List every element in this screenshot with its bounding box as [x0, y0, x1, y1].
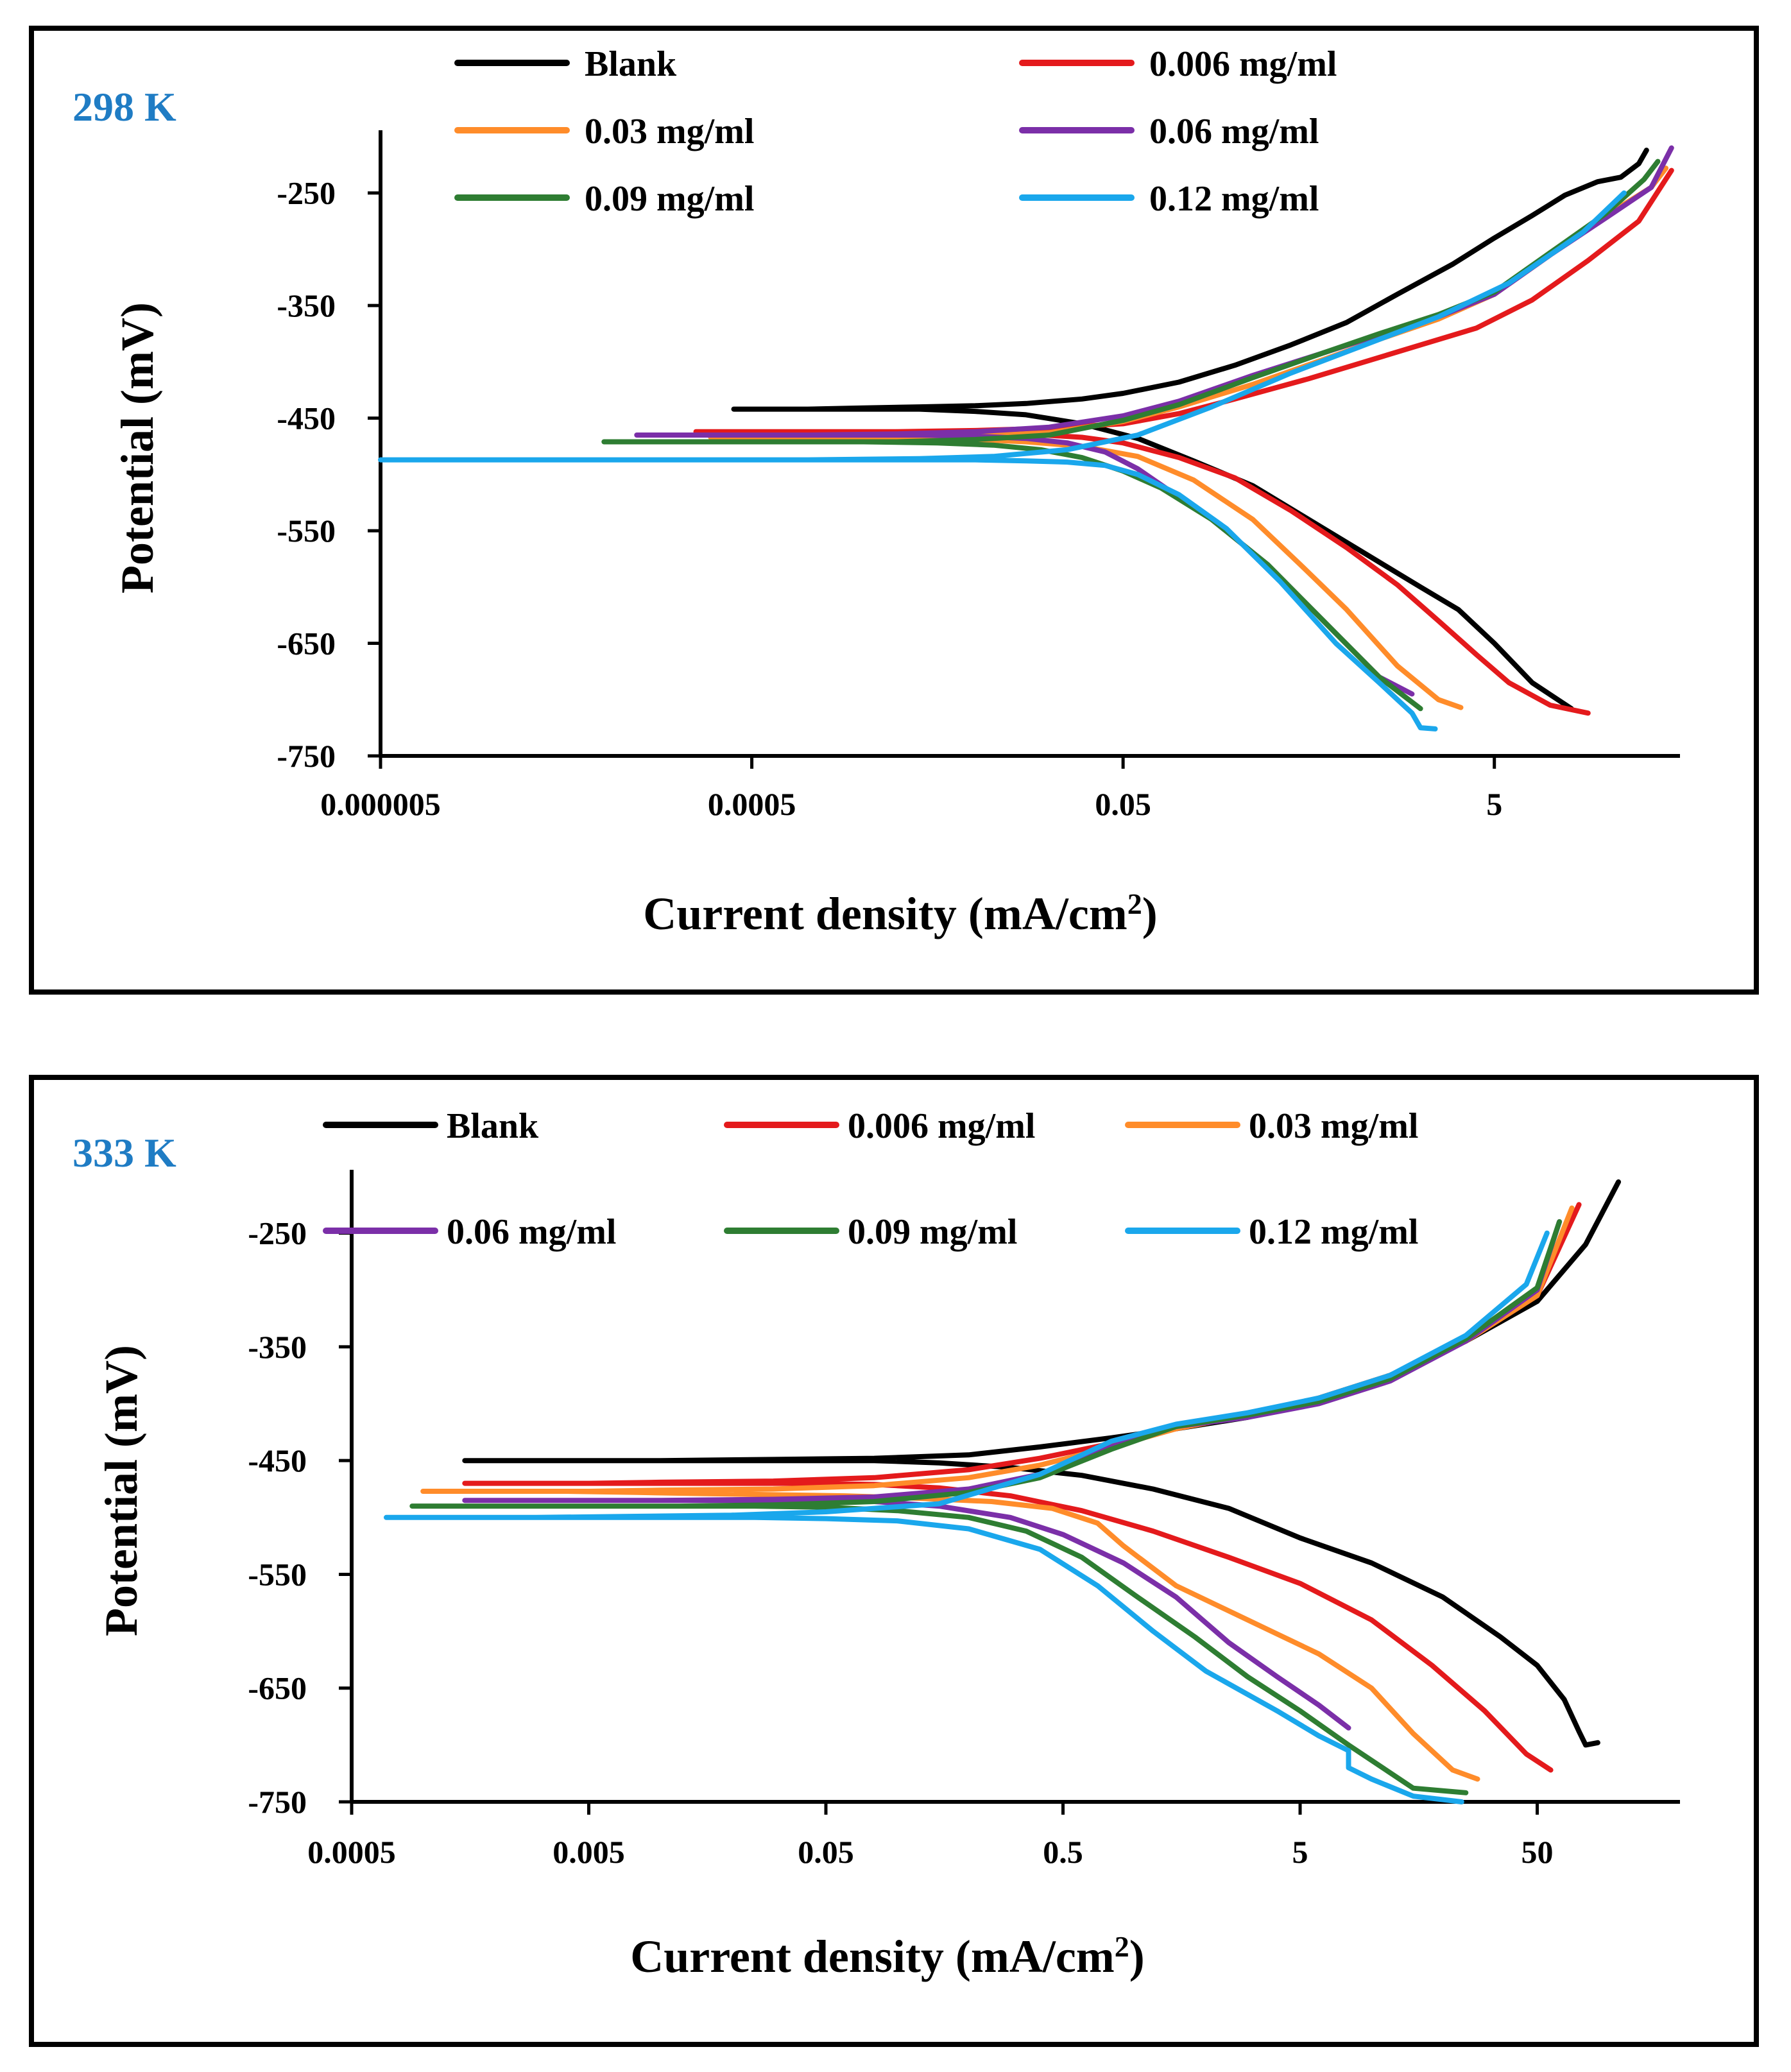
- x-tick-label: 50: [1521, 1834, 1554, 1870]
- y-tick-label: -650: [277, 626, 336, 662]
- series-line-0-03-mg-ml: [708, 166, 1669, 710]
- legend-label-0-06-mg-ml: 0.06 mg/ml: [447, 1212, 616, 1252]
- y-tick-label: -450: [248, 1443, 307, 1478]
- y-tick-label: -750: [248, 1784, 307, 1820]
- series-group: [378, 145, 1674, 732]
- x-tick-label: 5: [1486, 786, 1502, 822]
- y-tick-label: -350: [277, 287, 336, 323]
- legend-label-0-006-mg-ml: 0.006 mg/ml: [1149, 44, 1337, 84]
- y-tick-label: -650: [248, 1670, 307, 1706]
- legend-label-0-12-mg-ml: 0.12 mg/ml: [1249, 1212, 1418, 1252]
- x-tick-label: 0.000005: [320, 786, 441, 822]
- x-tick-label: 0.5: [1043, 1834, 1083, 1870]
- x-tick-label: 0.005: [553, 1834, 625, 1870]
- y-tick-label: -250: [277, 175, 336, 211]
- series-group: [384, 1179, 1622, 1804]
- y-tick-label: -550: [277, 513, 336, 549]
- axes: -250 -350 -450 -550 -650 -750 0.000005 0.0005 0.…: [277, 130, 1680, 822]
- legend-label-0-03-mg-ml: 0.03 mg/ml: [585, 112, 754, 151]
- x-axis-label: Current density (mA/cm2): [630, 1930, 1145, 1982]
- y-tick-label: -250: [248, 1215, 307, 1251]
- legend-label-0-03-mg-ml: 0.03 mg/ml: [1249, 1106, 1418, 1146]
- x-tick-label: 0.0005: [708, 786, 796, 822]
- y-axis-label: Potential (mV): [96, 1345, 147, 1636]
- chart-298k: 298 K Potential (mV) Current density (mA…: [73, 44, 1680, 939]
- series-line-0-06-mg-ml: [462, 1219, 1563, 1731]
- panel-title: 298 K: [73, 84, 176, 130]
- series-line-0-006-mg-ml: [693, 167, 1674, 716]
- chart-333k: 333 K Potential (mV) Current density (mA…: [73, 1106, 1680, 1982]
- legend-label-blank: Blank: [447, 1106, 539, 1146]
- series-line-0-006-mg-ml: [462, 1202, 1582, 1773]
- panel-title: 333 K: [73, 1130, 176, 1176]
- chart-panel-298k: 298 K Potential (mV) Current density (mA…: [29, 26, 1759, 995]
- y-axis-label: Potential (mV): [112, 302, 163, 594]
- x-axis-label: Current density (mA/cm2): [643, 887, 1158, 939]
- legend-label-0-006-mg-ml: 0.006 mg/ml: [848, 1106, 1035, 1146]
- legend: Blank 0.006 mg/ml 0.03 mg/ml 0.06 mg/ml 0.09…: [323, 1106, 1418, 1252]
- legend-label-0-12-mg-ml: 0.12 mg/ml: [1149, 179, 1319, 219]
- series-line-0-12-mg-ml: [378, 190, 1627, 732]
- y-tick-label: -750: [277, 738, 336, 774]
- chart-panel-333k: 333 K Potential (mV) Current density (mA…: [29, 1075, 1759, 2047]
- x-tick-label: 0.0005: [307, 1834, 396, 1870]
- y-tick-label: -350: [248, 1329, 307, 1365]
- x-tick-label: 0.05: [1095, 786, 1151, 822]
- y-tick-label: -450: [277, 400, 336, 436]
- legend-label-0-06-mg-ml: 0.06 mg/ml: [1149, 112, 1319, 151]
- legend-label-blank: Blank: [585, 44, 677, 84]
- x-tick-label: 5: [1292, 1834, 1308, 1870]
- series-line-0-12-mg-ml: [384, 1230, 1550, 1804]
- y-tick-label: -550: [248, 1556, 307, 1592]
- series-line-0-06-mg-ml: [634, 145, 1674, 697]
- legend-label-0-09-mg-ml: 0.09 mg/ml: [848, 1212, 1017, 1252]
- legend-label-0-09-mg-ml: 0.09 mg/ml: [585, 179, 754, 219]
- x-tick-label: 0.05: [798, 1834, 854, 1870]
- legend: Blank 0.006 mg/ml 0.03 mg/ml 0.06 mg/ml 0.09…: [454, 44, 1337, 219]
